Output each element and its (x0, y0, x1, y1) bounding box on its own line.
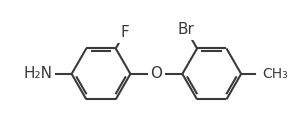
Text: F: F (120, 25, 129, 40)
Text: O: O (150, 66, 162, 81)
Text: CH₃: CH₃ (263, 67, 288, 81)
Text: Br: Br (178, 22, 195, 37)
Text: H₂N: H₂N (23, 66, 52, 81)
